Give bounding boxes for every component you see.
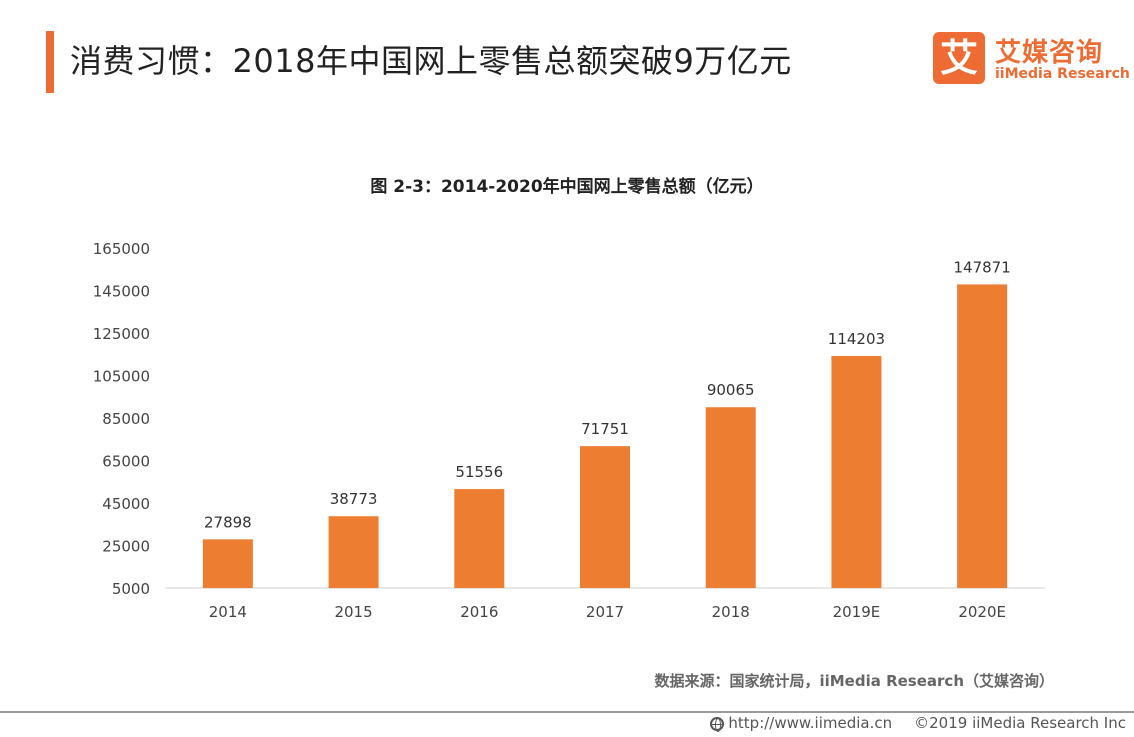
- y-tick-label: 145000: [93, 283, 150, 301]
- bar: [580, 446, 630, 588]
- data-label: 27898: [204, 513, 252, 531]
- chart-title: 图 2-3：2014-2020年中国网上零售总额（亿元）: [370, 177, 764, 197]
- title-accent-bar: [46, 31, 54, 93]
- y-tick-label: 165000: [93, 240, 150, 258]
- bar: [202, 539, 253, 588]
- footer: http://www.iimedia.cn ©2019 iiMedia Resea…: [710, 714, 1126, 732]
- y-tick-label: 65000: [102, 453, 150, 471]
- x-tick-label: 2015: [334, 603, 372, 621]
- page-title: 消费习惯：2018年中国网上零售总额突破9万亿元: [70, 42, 792, 80]
- bar: [328, 516, 379, 588]
- y-tick-label: 85000: [102, 410, 150, 428]
- bar-chart: 5000 25000 45000 65000 85000 105000 125000 1450…: [93, 240, 1045, 621]
- y-tick-label: 25000: [102, 538, 150, 556]
- y-tick-label: 5000: [112, 580, 150, 598]
- data-label: 147871: [954, 258, 1011, 276]
- data-source: 数据来源：国家统计局，iiMedia Research（艾媒咨询）: [654, 672, 1054, 690]
- footer-divider: [0, 711, 1134, 713]
- x-tick-label: 2018: [712, 603, 750, 621]
- logo-name-cn: 艾媒咨询: [995, 38, 1104, 68]
- data-label: 114203: [828, 330, 885, 348]
- bar: [705, 407, 756, 588]
- x-tick-label: 2020E: [958, 603, 1006, 621]
- globe-icon: [710, 717, 725, 732]
- data-label: 71751: [581, 420, 629, 438]
- x-tick-label: 2019E: [833, 603, 881, 621]
- y-tick-label: 45000: [102, 495, 150, 513]
- bar: [454, 489, 505, 588]
- bar: [831, 355, 882, 588]
- data-label: 90065: [707, 381, 755, 399]
- footer-url[interactable]: http://www.iimedia.cn: [728, 714, 893, 732]
- logo-mark-icon: 艾: [933, 32, 985, 84]
- x-tick-label: 2016: [460, 603, 498, 621]
- data-label: 51556: [455, 463, 503, 481]
- y-tick-label: 125000: [93, 325, 150, 343]
- y-tick-label: 105000: [93, 368, 150, 386]
- footer-copyright: ©2019 iiMedia Research Inc: [914, 714, 1126, 732]
- data-label: 38773: [330, 490, 378, 508]
- x-tick-label: 2017: [586, 603, 624, 621]
- x-tick-label: 2014: [209, 603, 247, 621]
- bar: [957, 284, 1008, 588]
- brand-logo: 艾 艾媒咨询 iiMedia Research: [933, 32, 1130, 88]
- logo-name-en: iiMedia Research: [995, 66, 1130, 82]
